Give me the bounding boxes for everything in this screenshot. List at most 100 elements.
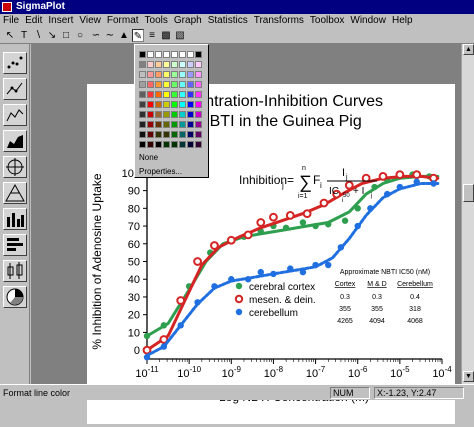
menu-format[interactable]: Format <box>106 15 139 26</box>
line-plot-icon[interactable] <box>3 104 27 126</box>
color-swatch[interactable] <box>139 71 146 78</box>
line-color-icon[interactable]: ✎ <box>132 29 144 42</box>
color-swatch[interactable] <box>187 81 194 88</box>
fill-color-icon[interactable]: ▩ <box>161 30 171 41</box>
color-swatch[interactable] <box>179 121 186 128</box>
color-swatch[interactable] <box>147 71 154 78</box>
color-swatch[interactable] <box>139 81 146 88</box>
menu-transforms[interactable]: Transforms <box>253 15 304 26</box>
vertical-scrollbar[interactable]: ▲ ▼ <box>461 44 474 384</box>
box-plot-icon[interactable] <box>3 260 27 282</box>
color-swatch[interactable] <box>195 141 202 148</box>
rectangle-tool-icon[interactable]: □ <box>62 30 70 41</box>
color-swatch[interactable] <box>187 111 194 118</box>
color-swatch[interactable] <box>195 61 202 68</box>
properties-option[interactable]: Properties... <box>139 167 183 176</box>
color-swatch[interactable] <box>163 71 170 78</box>
lasso-tool-icon[interactable]: ∽ <box>91 30 101 41</box>
color-swatch[interactable] <box>155 81 162 88</box>
color-swatch[interactable] <box>147 111 154 118</box>
color-swatch[interactable] <box>139 91 146 98</box>
color-swatch[interactable] <box>163 131 170 138</box>
color-swatch[interactable] <box>163 141 170 148</box>
pie-chart-icon[interactable] <box>3 286 27 308</box>
color-swatch[interactable] <box>147 121 154 128</box>
color-swatch[interactable] <box>139 61 146 68</box>
color-swatch[interactable] <box>171 91 178 98</box>
menu-statistics[interactable]: Statistics <box>207 15 248 26</box>
color-swatch[interactable] <box>163 111 170 118</box>
color-swatch[interactable] <box>163 121 170 128</box>
color-swatch[interactable] <box>139 141 146 148</box>
color-swatch[interactable] <box>163 91 170 98</box>
color-swatch[interactable] <box>171 121 178 128</box>
color-swatch[interactable] <box>171 61 178 68</box>
color-swatch[interactable] <box>147 81 154 88</box>
color-swatch[interactable] <box>155 131 162 138</box>
color-swatch[interactable] <box>195 71 202 78</box>
color-swatch[interactable] <box>179 81 186 88</box>
color-swatch[interactable] <box>147 61 154 68</box>
color-swatch[interactable] <box>171 131 178 138</box>
color-swatch[interactable] <box>179 71 186 78</box>
page-canvas[interactable]: Concentration-Inhibition Curves of NBTI i… <box>31 44 461 424</box>
color-swatch[interactable] <box>179 51 186 58</box>
color-swatch[interactable] <box>179 101 186 108</box>
line-scatter-plot-icon[interactable] <box>3 78 27 100</box>
menu-view[interactable]: View <box>79 15 101 26</box>
scroll-down-icon[interactable]: ▼ <box>463 371 474 382</box>
color-swatch[interactable] <box>187 51 194 58</box>
menu-toolbox[interactable]: Toolbox <box>309 15 345 26</box>
polar-plot-icon[interactable] <box>3 156 27 178</box>
color-swatch[interactable] <box>163 81 170 88</box>
color-swatch[interactable] <box>187 71 194 78</box>
color-swatch[interactable] <box>179 61 186 68</box>
menu-insert[interactable]: Insert <box>48 15 74 26</box>
color-swatch[interactable] <box>171 81 178 88</box>
horizontal-bar-chart-icon[interactable] <box>3 234 27 256</box>
color-swatch[interactable] <box>139 131 146 138</box>
area-plot-icon[interactable] <box>3 130 27 152</box>
color-swatch[interactable] <box>163 61 170 68</box>
color-swatch[interactable] <box>147 91 154 98</box>
scroll-thumb[interactable] <box>463 184 474 202</box>
scroll-up-icon[interactable]: ▲ <box>463 44 474 55</box>
color-swatch[interactable] <box>163 101 170 108</box>
color-swatch[interactable] <box>155 141 162 148</box>
color-swatch[interactable] <box>171 101 178 108</box>
pattern-icon[interactable]: ▧ <box>175 30 185 41</box>
color-swatch[interactable] <box>187 121 194 128</box>
color-swatch[interactable] <box>195 101 202 108</box>
ellipse-tool-icon[interactable]: ○ <box>76 30 84 41</box>
color-swatch[interactable] <box>155 91 162 98</box>
color-swatch[interactable] <box>187 131 194 138</box>
color-swatch[interactable] <box>179 111 186 118</box>
menu-file[interactable]: File <box>3 15 20 26</box>
menu-window[interactable]: Window <box>350 15 386 26</box>
color-swatch[interactable] <box>187 101 194 108</box>
color-swatch[interactable] <box>195 51 202 58</box>
select-tool-icon[interactable]: ▲ <box>119 30 129 41</box>
curve-tool-icon[interactable]: ∼ <box>105 30 115 41</box>
color-swatch[interactable] <box>195 91 202 98</box>
color-swatch[interactable] <box>187 141 194 148</box>
color-swatch[interactable] <box>179 131 186 138</box>
line-style-icon[interactable]: ≡ <box>149 30 155 41</box>
color-swatch[interactable] <box>163 51 170 58</box>
color-swatch[interactable] <box>155 101 162 108</box>
line-tool-icon[interactable]: ∖ <box>34 30 42 41</box>
color-swatch[interactable] <box>179 141 186 148</box>
color-swatch[interactable] <box>139 111 146 118</box>
color-swatch[interactable] <box>139 121 146 128</box>
color-swatch[interactable] <box>171 51 178 58</box>
color-swatch[interactable] <box>147 131 154 138</box>
color-swatch[interactable] <box>187 91 194 98</box>
color-swatch[interactable] <box>171 141 178 148</box>
menu-graph[interactable]: Graph <box>173 15 202 26</box>
menu-edit[interactable]: Edit <box>25 15 43 26</box>
color-swatch[interactable] <box>155 111 162 118</box>
color-swatch[interactable] <box>147 141 154 148</box>
color-swatch[interactable] <box>147 51 154 58</box>
menu-tools[interactable]: Tools <box>144 15 168 26</box>
color-swatch[interactable] <box>155 71 162 78</box>
